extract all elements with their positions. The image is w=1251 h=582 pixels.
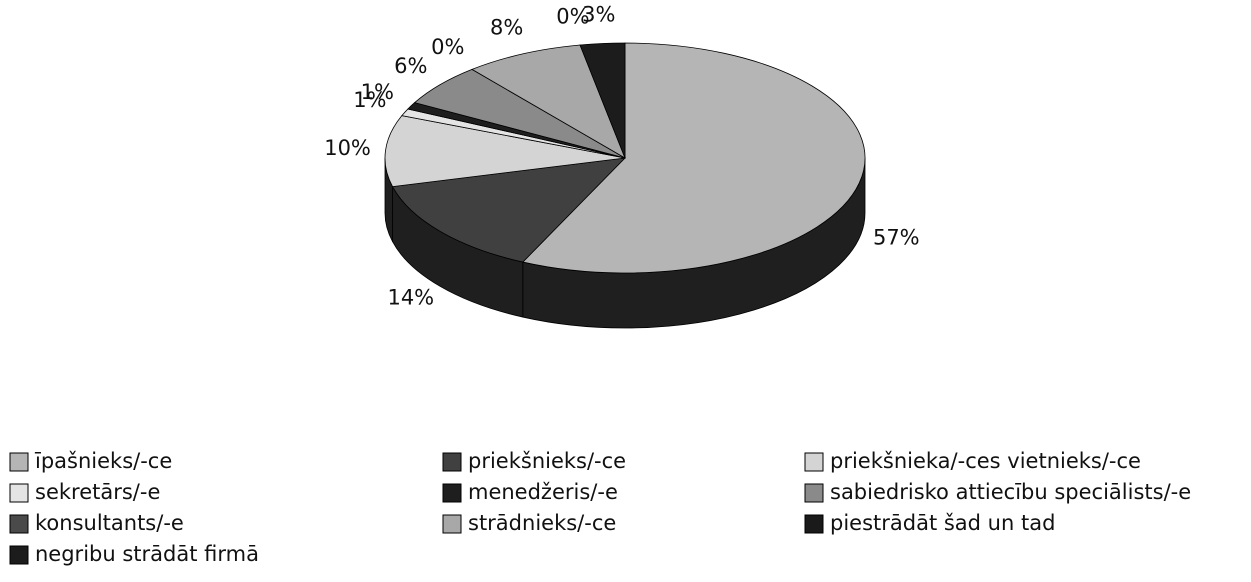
legend-swatch (442, 514, 462, 534)
legend-swatch (9, 452, 29, 472)
legend-label: menedžeris/-e (468, 480, 618, 504)
slice (391, 157, 627, 263)
slice (471, 44, 626, 159)
data-label: 1% (353, 88, 386, 112)
data-label: 3% (582, 3, 615, 27)
legend-label: piestrādāt šad un tad (830, 511, 1055, 535)
data-label: 57% (873, 226, 920, 250)
legend-swatch (804, 452, 824, 472)
legend-swatch (804, 514, 824, 534)
data-label: 14% (387, 286, 434, 310)
slice (384, 115, 626, 188)
legend-label: īpašnieks/-ce (34, 449, 172, 473)
slice (522, 42, 866, 274)
slice (579, 42, 626, 159)
legend-label: strādnieks/-ce (468, 511, 616, 535)
legend-label: priekšnieks/-ce (468, 449, 626, 473)
data-label: 10% (324, 136, 371, 160)
data-label: 0% (431, 35, 464, 59)
legend-label: negribu strādāt firmā (35, 542, 259, 566)
legend-label: sabiedrisko attiecību speciālists/-e (830, 480, 1191, 504)
legend-label: priekšnieka/-ces vietnieks/-ce (830, 449, 1141, 473)
legend-swatch (9, 483, 29, 503)
legend-swatch (442, 452, 462, 472)
legend-swatch (804, 483, 824, 503)
legend-swatch (442, 483, 462, 503)
legend-label: konsultants/-e (35, 511, 184, 535)
legend-label: sekretārs/-e (35, 480, 160, 504)
data-label: 6% (394, 54, 427, 78)
data-label: 0% (556, 5, 589, 29)
legend-swatch (9, 545, 29, 565)
data-label: 1% (361, 80, 394, 104)
data-label: 8% (490, 16, 523, 40)
legend-swatch (9, 514, 29, 534)
